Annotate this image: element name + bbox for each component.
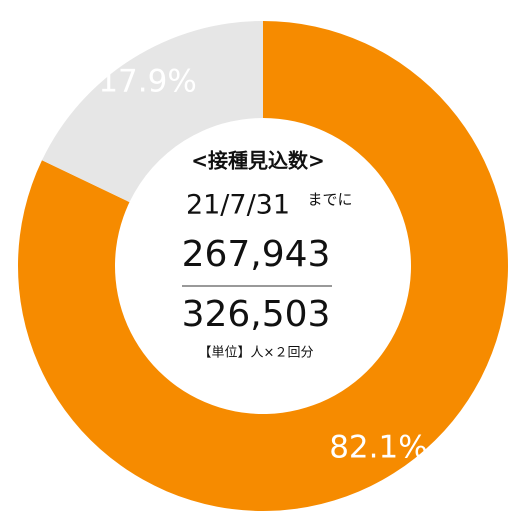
center-date: 21/7/31 (186, 190, 290, 221)
slice (41, 21, 264, 203)
slice-label: 82.1% (329, 430, 427, 466)
slice-label: 17.9% (98, 63, 196, 99)
center-numerator: 267,943 (182, 234, 331, 275)
slice (18, 21, 508, 511)
center-denominator: 326,503 (182, 294, 331, 335)
slices (18, 21, 508, 511)
center-unit: 【単位】人×２回分 (199, 345, 314, 361)
center-heading: <接種見込数> (191, 149, 325, 173)
center-date-suffix: までに (307, 191, 352, 209)
